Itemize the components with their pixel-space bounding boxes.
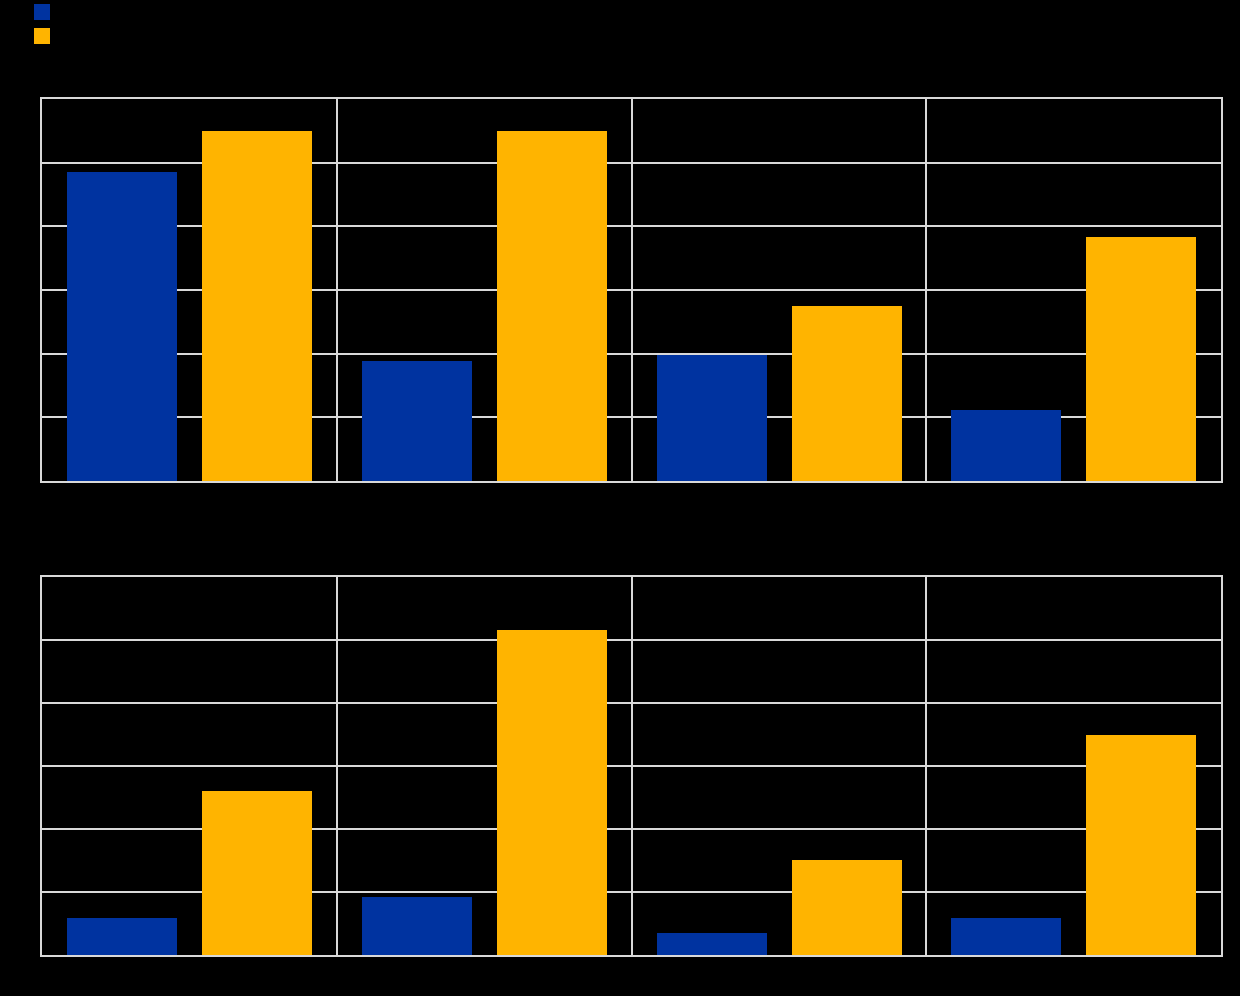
- bar-yellow-group-4: [1086, 735, 1197, 955]
- panel-separator: [925, 99, 928, 481]
- bar-blue-group-2: [361, 360, 472, 481]
- bar-blue-group-2: [361, 896, 472, 955]
- panel-separator: [335, 577, 338, 955]
- panel-separator: [630, 577, 633, 955]
- bar-blue-group-3: [656, 355, 767, 481]
- bar-yellow-group-2: [496, 131, 607, 481]
- panel-separator: [630, 99, 633, 481]
- bar-yellow-group-1: [202, 131, 312, 481]
- top-bar-chart: [40, 97, 1223, 483]
- legend-swatch-blue-icon: [34, 4, 50, 20]
- legend-item-blue: [34, 4, 58, 20]
- bar-yellow-group-3: [791, 860, 902, 955]
- bar-yellow-group-1: [202, 790, 312, 955]
- bar-blue-group-4: [951, 409, 1062, 481]
- panel-separator: [925, 577, 928, 955]
- bar-yellow-group-3: [791, 305, 902, 481]
- bar-yellow-group-2: [496, 629, 607, 955]
- panel-separator: [335, 99, 338, 481]
- legend-swatch-yellow-icon: [34, 28, 50, 44]
- legend-item-yellow: [34, 28, 58, 44]
- bar-blue-group-1: [67, 172, 177, 481]
- legend: [34, 4, 58, 44]
- bar-blue-group-4: [951, 917, 1062, 955]
- bar-blue-group-3: [656, 933, 767, 955]
- bar-yellow-group-4: [1086, 236, 1197, 481]
- bottom-bar-chart: [40, 575, 1223, 957]
- bar-blue-group-1: [67, 917, 177, 955]
